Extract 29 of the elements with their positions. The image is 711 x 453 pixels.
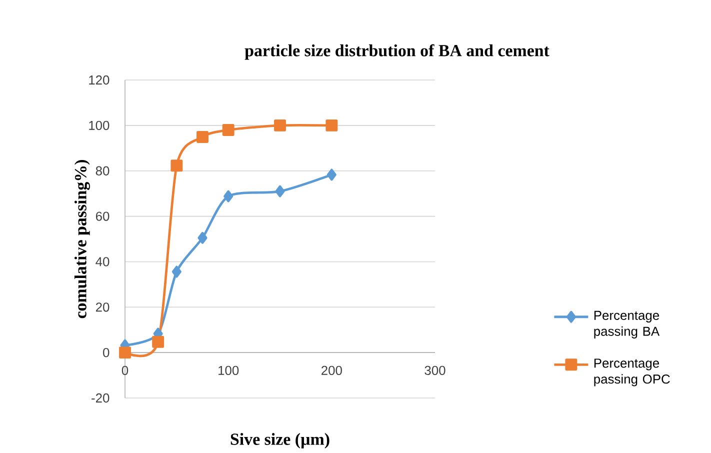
legend-label: Percentage passing BA (594, 310, 660, 338)
y-tick-label: 60 (96, 212, 110, 221)
point (196, 131, 208, 143)
x-axis-title: Sive size (µm) (230, 433, 330, 448)
y-tick-label: 0 (103, 348, 110, 358)
x-tick-label: 300 (424, 366, 446, 376)
point (326, 119, 338, 132)
point (170, 160, 183, 172)
x-tick-label: 200 (322, 366, 342, 376)
y-tick-label: 80 (96, 166, 110, 176)
legend-label: Percentage passing OPC (594, 358, 670, 386)
point (222, 124, 234, 136)
point (198, 232, 208, 244)
x-tick-label: 0 (122, 366, 128, 376)
y-tick-label: 100 (89, 120, 110, 130)
point (152, 336, 164, 348)
point (172, 266, 182, 278)
point (224, 190, 234, 202)
y-tick-label: 40 (96, 257, 110, 266)
point (274, 119, 286, 132)
point (119, 346, 131, 359)
point (275, 185, 285, 198)
chart-title: particle size distrbution of BA and cement (244, 44, 550, 60)
y-tick-label: -20 (92, 393, 110, 403)
y-axis-title: comulative passing%) (74, 160, 90, 318)
point (326, 168, 336, 181)
y-tick-label: 20 (96, 302, 110, 312)
y-tick-label: 120 (89, 75, 110, 85)
x-tick-label: 100 (218, 366, 239, 376)
